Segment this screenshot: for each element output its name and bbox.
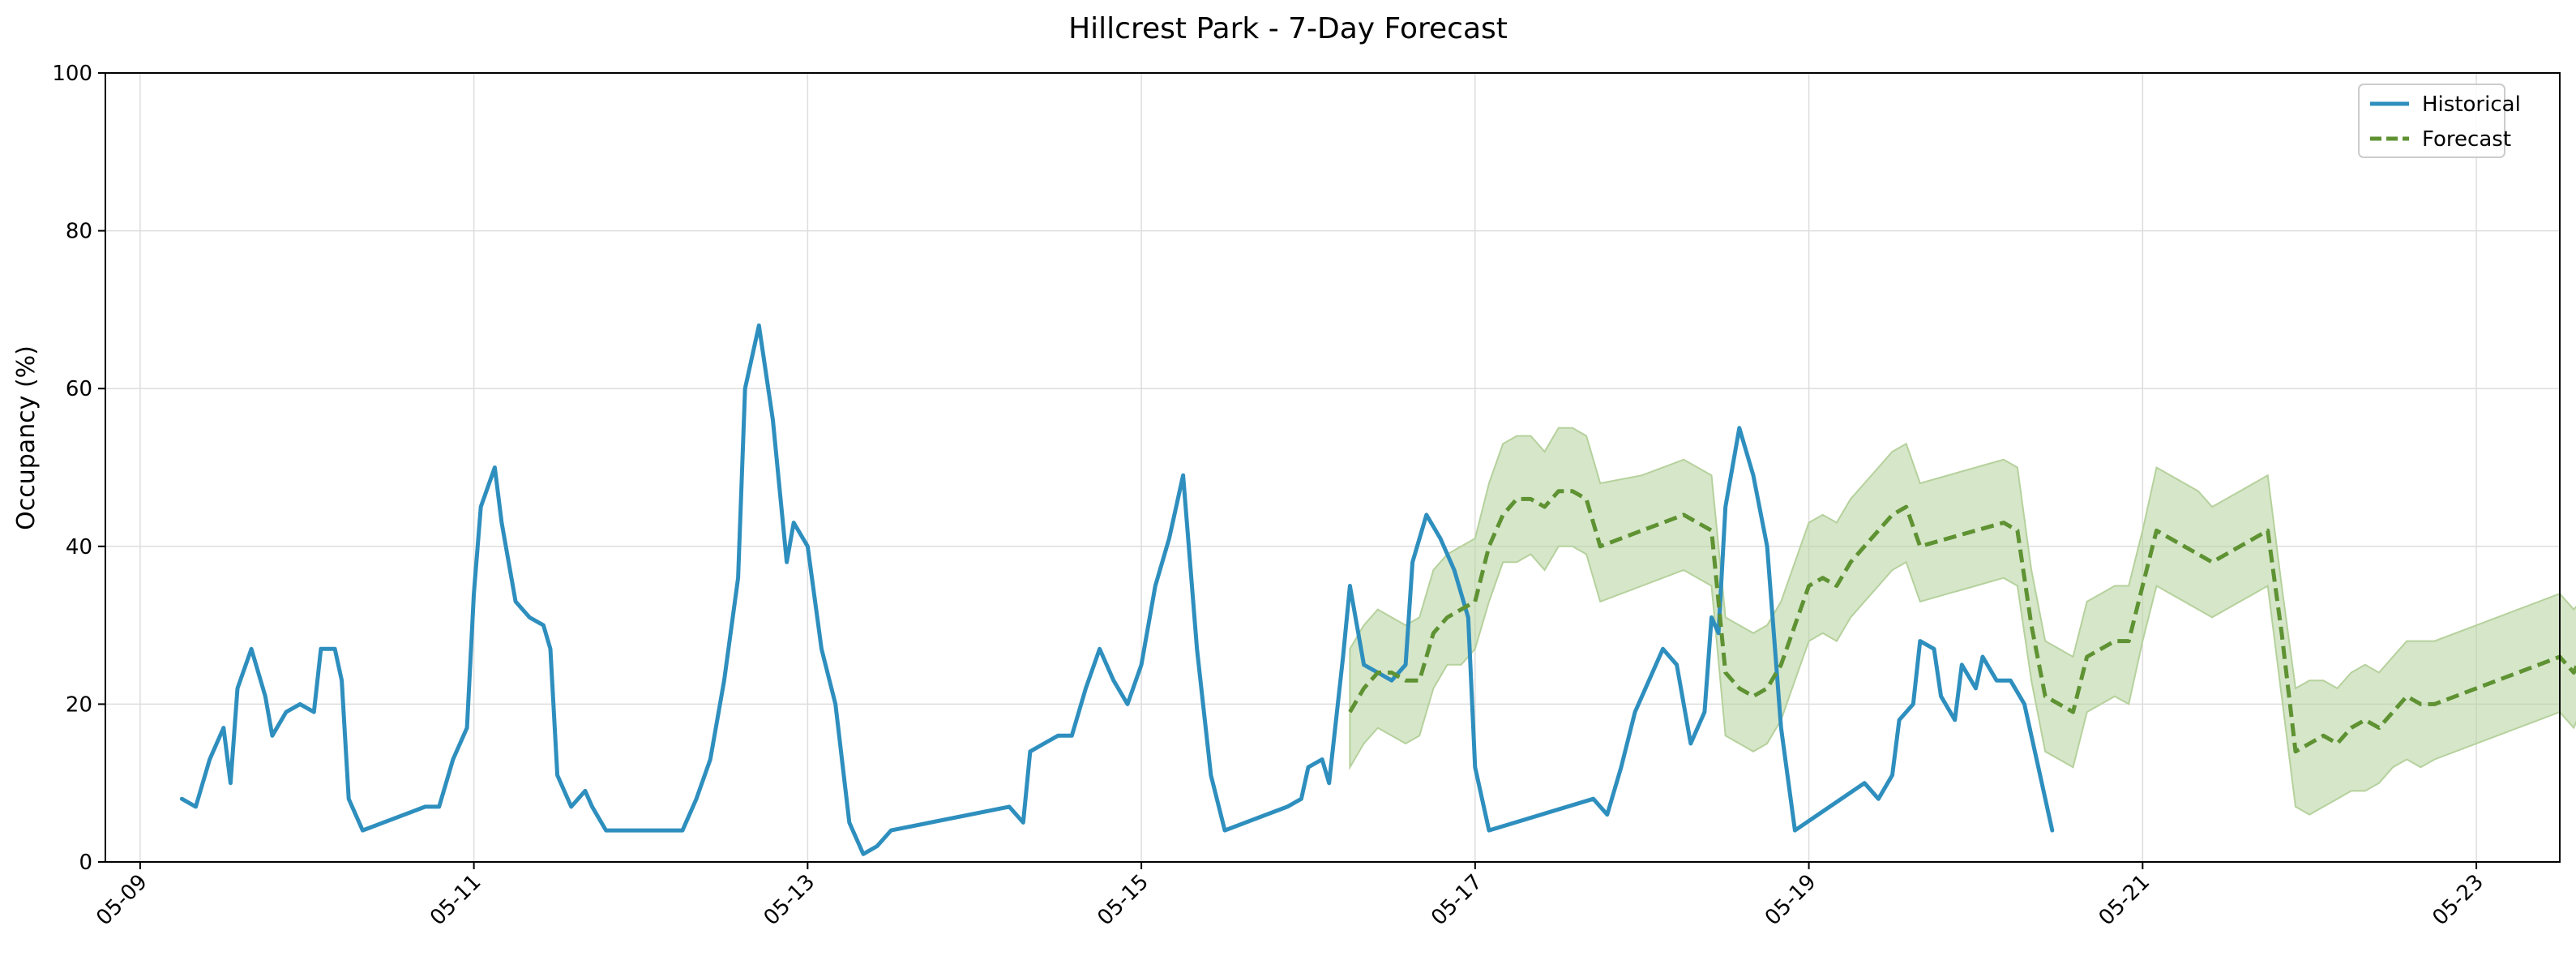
y-tick-label: 40 (66, 535, 92, 559)
legend-label-historical: Historical (2422, 92, 2521, 117)
legend-label-forecast: Forecast (2422, 127, 2511, 152)
forecast-series-line (1348, 489, 2576, 754)
y-tick-label: 100 (52, 62, 92, 86)
y-tick-label: 60 (66, 377, 92, 401)
legend: Historical Forecast (2358, 84, 2521, 158)
historical-series-line (179, 323, 2055, 856)
y-tick-label: 0 (79, 851, 92, 875)
chart-title: Hillcrest Park - 7-Day Forecast (1068, 12, 1508, 45)
plot-frame (105, 72, 2561, 863)
y-axis-label: Occupancy (%) (12, 345, 41, 530)
y-tick-label: 80 (66, 220, 92, 244)
series-layer (179, 323, 2576, 856)
y-tick-label: 20 (66, 692, 92, 717)
